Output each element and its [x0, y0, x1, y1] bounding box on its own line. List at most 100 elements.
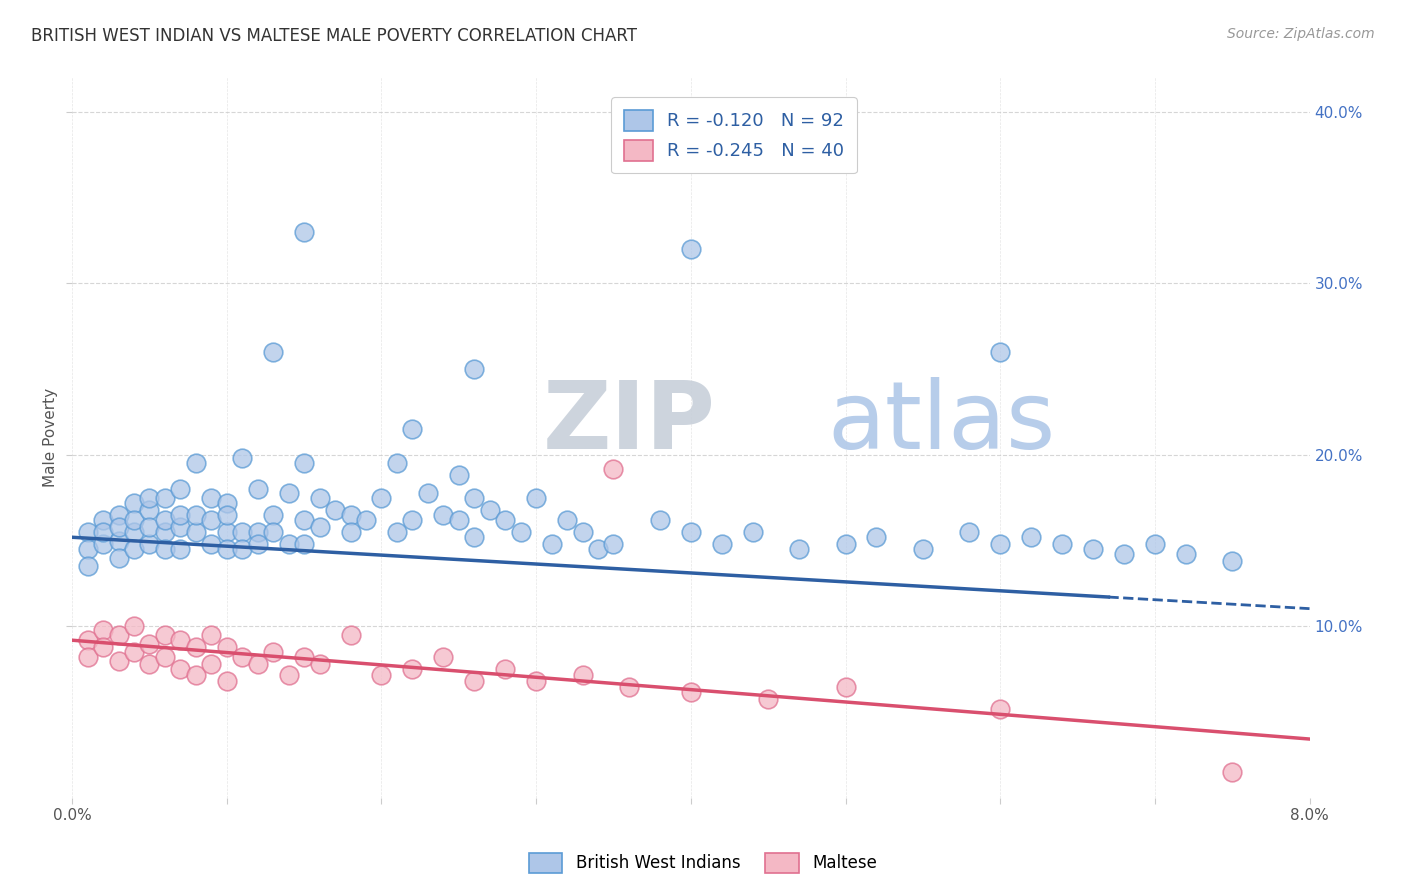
Point: [292, 537, 315, 551]
Point: [262, 645, 284, 659]
Point: [153, 525, 176, 540]
Point: [200, 537, 222, 551]
Point: [679, 684, 702, 698]
Point: [648, 513, 671, 527]
Point: [76, 633, 98, 648]
Point: [385, 457, 408, 471]
Point: [602, 537, 624, 551]
Point: [292, 457, 315, 471]
Point: [215, 640, 238, 654]
Point: [571, 525, 593, 540]
Point: [1174, 548, 1197, 562]
Point: [91, 537, 114, 551]
Point: [184, 667, 207, 681]
Point: [231, 525, 253, 540]
Point: [463, 674, 485, 689]
Point: [494, 662, 516, 676]
Point: [169, 482, 191, 496]
Point: [277, 537, 299, 551]
Point: [571, 667, 593, 681]
Point: [91, 640, 114, 654]
Point: [1081, 542, 1104, 557]
Point: [354, 513, 377, 527]
Point: [107, 654, 129, 668]
Point: [1019, 530, 1042, 544]
Point: [323, 503, 346, 517]
Point: [215, 525, 238, 540]
Point: [463, 362, 485, 376]
Point: [138, 637, 160, 651]
Point: [231, 451, 253, 466]
Point: [200, 657, 222, 672]
Point: [122, 645, 145, 659]
Point: [432, 650, 454, 665]
Point: [988, 537, 1011, 551]
Point: [153, 628, 176, 642]
Point: [540, 537, 562, 551]
Point: [292, 225, 315, 239]
Point: [184, 640, 207, 654]
Point: [122, 619, 145, 633]
Point: [138, 537, 160, 551]
Point: [76, 525, 98, 540]
Point: [292, 650, 315, 665]
Point: [370, 667, 392, 681]
Point: [401, 662, 423, 676]
Point: [138, 657, 160, 672]
Point: [308, 491, 330, 505]
Point: [679, 242, 702, 256]
Text: BRITISH WEST INDIAN VS MALTESE MALE POVERTY CORRELATION CHART: BRITISH WEST INDIAN VS MALTESE MALE POVE…: [31, 27, 637, 45]
Point: [834, 680, 856, 694]
Point: [76, 559, 98, 574]
Point: [262, 345, 284, 359]
Point: [555, 513, 578, 527]
Y-axis label: Male Poverty: Male Poverty: [44, 388, 58, 487]
Point: [432, 508, 454, 522]
Legend: British West Indians, Maltese: British West Indians, Maltese: [523, 847, 883, 880]
Point: [153, 513, 176, 527]
Point: [215, 674, 238, 689]
Point: [756, 691, 779, 706]
Point: [339, 508, 361, 522]
Point: [1220, 765, 1243, 780]
Point: [215, 542, 238, 557]
Point: [246, 482, 269, 496]
Point: [277, 485, 299, 500]
Point: [292, 513, 315, 527]
Point: [988, 345, 1011, 359]
Point: [478, 503, 501, 517]
Point: [385, 525, 408, 540]
Point: [122, 525, 145, 540]
Point: [107, 628, 129, 642]
Point: [107, 533, 129, 548]
Point: [246, 537, 269, 551]
Point: [169, 520, 191, 534]
Point: [339, 525, 361, 540]
Point: [401, 513, 423, 527]
Point: [463, 491, 485, 505]
Point: [138, 520, 160, 534]
Point: [741, 525, 763, 540]
Point: [91, 525, 114, 540]
Point: [107, 550, 129, 565]
Point: [200, 513, 222, 527]
Point: [169, 542, 191, 557]
Point: [169, 508, 191, 522]
Point: [200, 628, 222, 642]
Point: [184, 525, 207, 540]
Point: [246, 525, 269, 540]
Point: [107, 520, 129, 534]
Point: [122, 496, 145, 510]
Point: [184, 508, 207, 522]
Point: [834, 537, 856, 551]
Point: [91, 623, 114, 637]
Point: [401, 422, 423, 436]
Point: [1143, 537, 1166, 551]
Point: [865, 530, 887, 544]
Point: [138, 503, 160, 517]
Point: [169, 633, 191, 648]
Point: [277, 667, 299, 681]
Point: [416, 485, 439, 500]
Point: [76, 650, 98, 665]
Point: [122, 513, 145, 527]
